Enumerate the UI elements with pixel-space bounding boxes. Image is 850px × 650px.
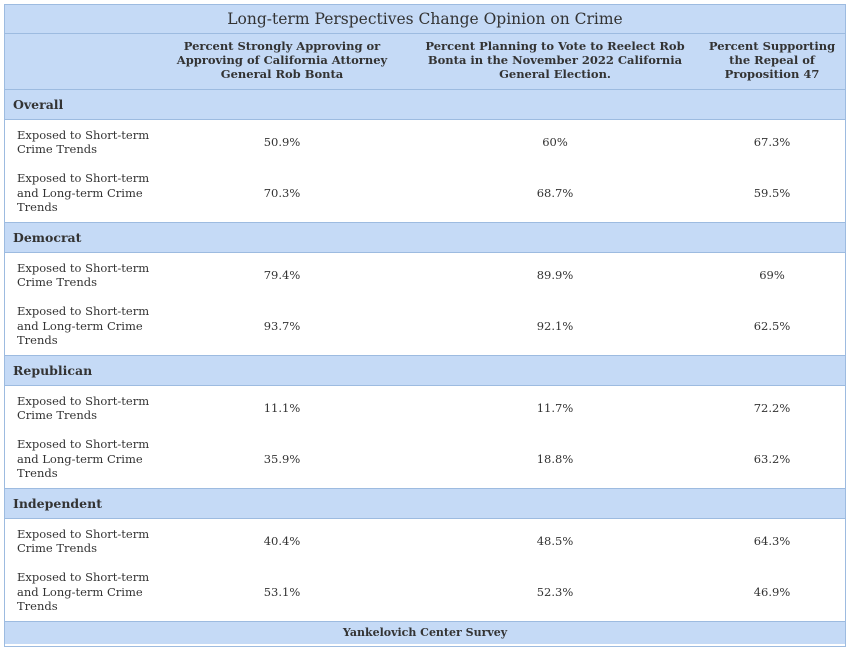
row-label: Exposed to Short-term and Long-term Crim… [17,304,150,348]
cell-repeal: 69% [759,268,785,282]
cell-reelect: 11.7% [536,401,574,415]
survey-table: Long-term Perspectives Change Opinion on… [4,4,846,647]
cell-repeal: 62.5% [753,319,791,333]
table-row: Exposed to Short-term and Long-term Crim… [5,430,845,488]
table-footer: Yankelovich Center Survey [5,622,845,644]
row-label: Exposed to Short-term Crime Trends [17,393,150,423]
group-republican: Republican [5,356,845,386]
group-democrat: Democrat [5,223,845,253]
cell-reelect: 52.3% [536,585,574,599]
row-label: Exposed to Short-term and Long-term Crim… [17,437,150,481]
cell-approval: 11.1% [263,401,301,415]
table-title: Long-term Perspectives Change Opinion on… [5,5,845,34]
table-row: Exposed to Short-term Crime Trends 50.9%… [5,120,845,164]
rowset-independent: Exposed to Short-term Crime Trends 40.4%… [5,519,845,622]
cell-approval: 93.7% [263,319,301,333]
row-label: Exposed to Short-term Crime Trends [17,127,150,157]
table-header: Percent Strongly Approving or Approving … [5,34,845,90]
group-overall: Overall [5,90,845,120]
header-approval: Percent Strongly Approving or Approving … [176,39,388,81]
cell-repeal: 72.2% [753,401,791,415]
cell-repeal: 67.3% [753,135,791,149]
table-row: Exposed to Short-term and Long-term Crim… [5,297,845,355]
rowset-democrat: Exposed to Short-term Crime Trends 79.4%… [5,253,845,356]
group-independent: Independent [5,489,845,519]
row-label: Exposed to Short-term Crime Trends [17,526,150,556]
cell-reelect: 18.8% [536,452,574,466]
row-label: Exposed to Short-term Crime Trends [17,260,150,290]
rowset-overall: Exposed to Short-term Crime Trends 50.9%… [5,120,845,223]
cell-repeal: 63.2% [753,452,791,466]
cell-approval: 35.9% [263,452,301,466]
table-row: Exposed to Short-term and Long-term Crim… [5,563,845,621]
cell-repeal: 64.3% [753,534,791,548]
cell-approval: 53.1% [263,585,301,599]
cell-reelect: 92.1% [536,319,574,333]
header-repeal: Percent Supporting the Repeal of Proposi… [708,39,836,81]
cell-repeal: 59.5% [753,186,791,200]
row-label: Exposed to Short-term and Long-term Crim… [17,171,150,215]
cell-reelect: 89.9% [536,268,574,282]
cell-reelect: 48.5% [536,534,574,548]
table-row: Exposed to Short-term Crime Trends 79.4%… [5,253,845,297]
table-row: Exposed to Short-term and Long-term Crim… [5,164,845,222]
header-spacer [5,34,155,89]
cell-repeal: 46.9% [753,585,791,599]
cell-reelect: 68.7% [536,186,574,200]
table-row: Exposed to Short-term Crime Trends 40.4%… [5,519,845,563]
cell-approval: 40.4% [263,534,301,548]
header-reelect: Percent Planning to Vote to Reelect Rob … [425,39,685,81]
row-label: Exposed to Short-term and Long-term Crim… [17,570,150,614]
cell-approval: 50.9% [263,135,301,149]
cell-approval: 79.4% [263,268,301,282]
cell-reelect: 60% [542,135,568,149]
rowset-republican: Exposed to Short-term Crime Trends 11.1%… [5,386,845,489]
cell-approval: 70.3% [263,186,301,200]
table-row: Exposed to Short-term Crime Trends 11.1%… [5,386,845,430]
